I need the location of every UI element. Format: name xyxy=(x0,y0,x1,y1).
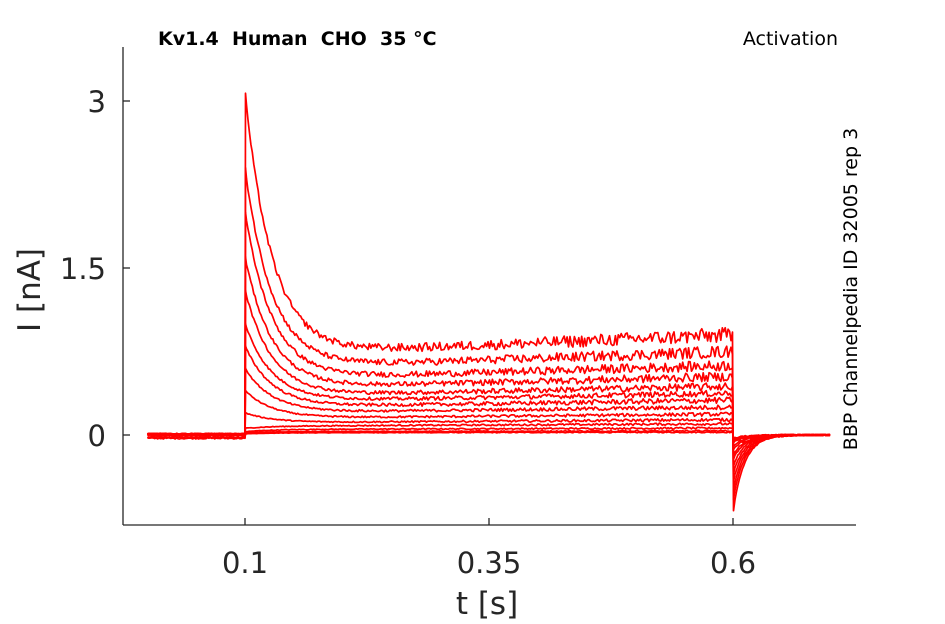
x-tick-label: 0.6 xyxy=(710,546,756,580)
y-tick-label: 0 xyxy=(88,419,106,453)
x-axis-label: t [s] xyxy=(455,586,519,622)
current-trace-3 xyxy=(146,426,831,442)
current-trace-14 xyxy=(147,92,831,512)
current-trace-12 xyxy=(146,211,831,492)
current-trace-2 xyxy=(147,429,831,441)
current-trace-1 xyxy=(147,430,831,440)
x-tick-group: 0.1 0.35 0.6 xyxy=(222,518,756,580)
y-tick-label: 1.5 xyxy=(60,252,106,286)
chart-title-right: Activation xyxy=(742,28,838,50)
current-trace-4 xyxy=(147,421,831,444)
current-trace-6 xyxy=(146,389,831,451)
current-trace-13 xyxy=(147,166,831,501)
chart-title-left: Kv1.4 Human CHO 35 °C xyxy=(158,28,437,50)
current-trace-7 xyxy=(147,367,831,456)
x-tick-label: 0.35 xyxy=(457,546,522,580)
trace-group xyxy=(146,92,831,512)
current-trace-8 xyxy=(147,345,831,461)
current-trace-11 xyxy=(147,256,831,483)
recording-id-label: BBP Channelpedia ID 32005 rep 3 xyxy=(840,127,862,451)
current-trace-10 xyxy=(147,289,831,475)
current-trace-9 xyxy=(146,322,831,468)
y-tick-group: 01.53 xyxy=(60,85,130,453)
x-tick-label: 0.1 xyxy=(222,546,268,580)
y-tick-label: 3 xyxy=(88,85,106,119)
y-axis-label: I [nA] xyxy=(12,247,48,333)
current-trace-5 xyxy=(146,411,831,447)
